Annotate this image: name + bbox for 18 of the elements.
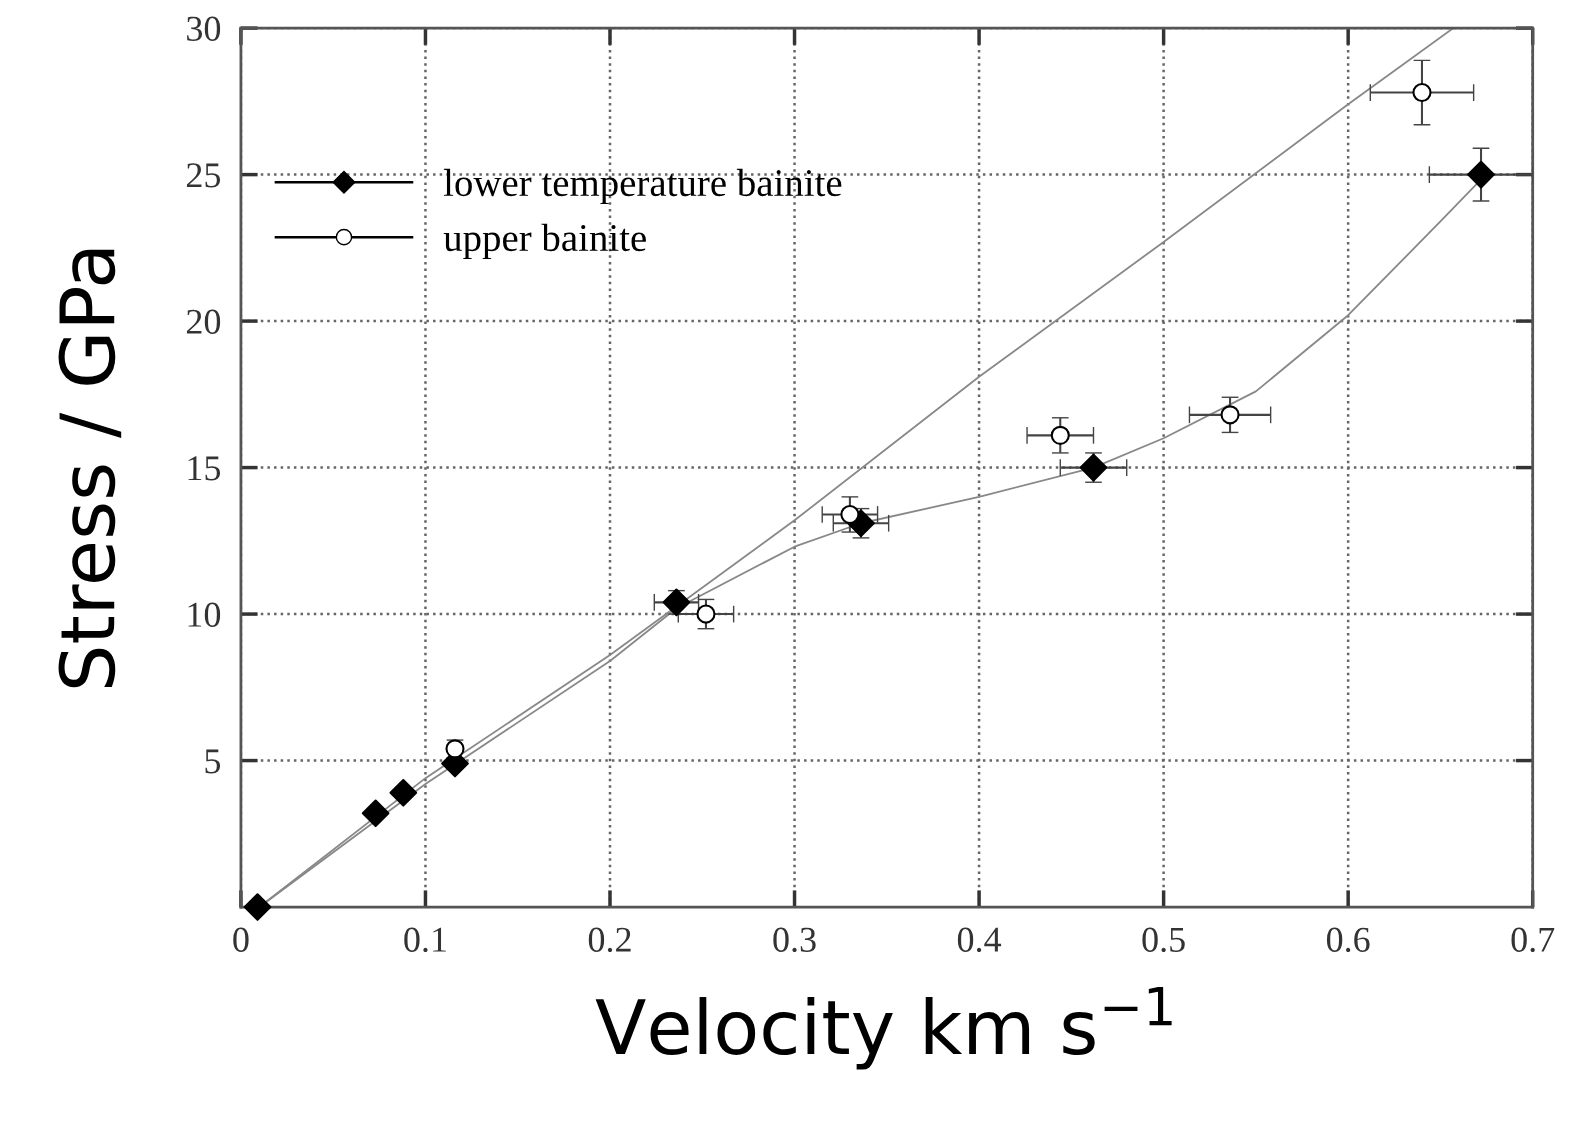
y-tick-label: 20 (186, 309, 221, 334)
y-tick-label: 30 (187, 16, 221, 41)
x-tick-label: 0.4 (957, 927, 1002, 953)
y-tick-label: 5 (205, 749, 221, 774)
y-tick-label: 15 (188, 456, 221, 481)
legend-label: lower temperature bainite (443, 168, 842, 205)
x-tick-label: 0.7 (1511, 927, 1555, 953)
x-tick-label: 0.3 (773, 927, 816, 953)
x-tick-label: 0.2 (588, 927, 631, 953)
x-tick-label: 0.6 (1326, 927, 1370, 953)
x-tick-label: 0.5 (1142, 927, 1185, 953)
x-tick-label: 0 (233, 927, 249, 952)
x-axis-title: Velocity km s$^{−1}$ (595, 987, 1172, 1070)
y-tick-label: 10 (188, 602, 221, 627)
legend-label: upper bainite (443, 223, 646, 260)
y-tick-label: 25 (186, 163, 221, 188)
y-axis-title: Stress / GPa (58, 249, 122, 688)
x-tick-label: 0.1 (404, 927, 446, 953)
